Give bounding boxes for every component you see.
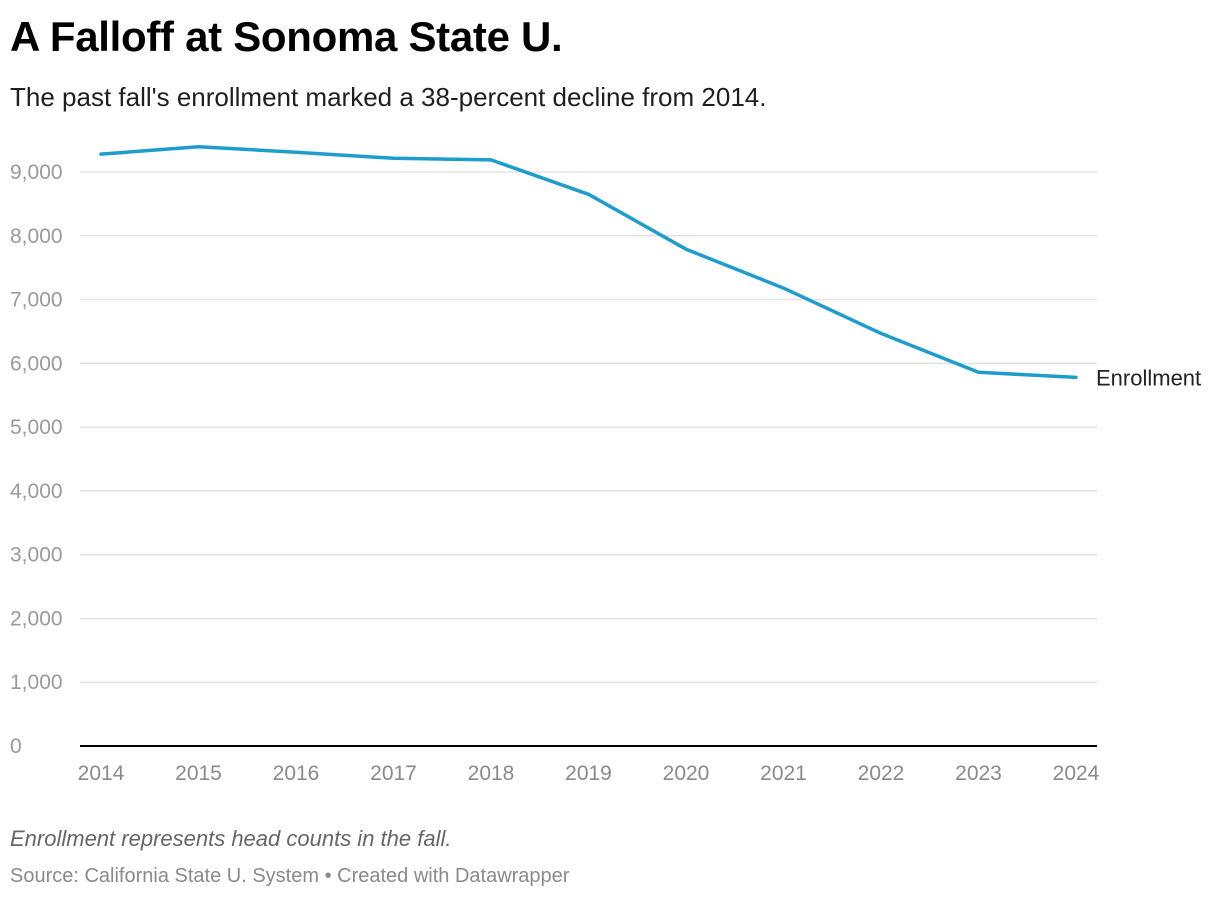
data-point-2015 (197, 145, 201, 149)
chart-subtitle: The past fall's enrollment marked a 38-p… (10, 82, 767, 112)
y-tick-label: 3,000 (10, 544, 63, 567)
data-point-2016 (294, 150, 298, 154)
data-point-2014 (99, 152, 103, 156)
data-point-2021 (782, 286, 786, 290)
series-enrollment: Enrollment (99, 145, 1201, 390)
x-tick-label: 2017 (370, 762, 417, 785)
data-point-2019 (587, 192, 591, 196)
y-tick-label: 8,000 (10, 225, 63, 248)
x-tick-label: 2014 (78, 762, 125, 785)
data-point-2020 (684, 247, 688, 251)
y-tick-label: 7,000 (10, 289, 63, 312)
data-point-2017 (392, 156, 396, 160)
x-tick-label: 2015 (175, 762, 222, 785)
y-tick-label: 0 (10, 735, 22, 758)
x-tick-label: 2018 (468, 762, 515, 785)
chart-title: A Falloff at Sonoma State U. (10, 13, 563, 60)
y-tick-label: 9,000 (10, 161, 63, 184)
x-axis-ticks: 2014 2015 2016 2017 2018 2019 2020 2021 2022 2023… (78, 762, 1100, 785)
series-label-enrollment: Enrollment (1096, 365, 1201, 390)
x-tick-label: 2023 (955, 762, 1002, 785)
data-point-2023 (977, 370, 981, 374)
x-tick-label: 2020 (663, 762, 710, 785)
x-tick-label: 2016 (273, 762, 320, 785)
x-tick-label: 2024 (1053, 762, 1100, 785)
chart-source-credit: Source: California State U. System • Cre… (10, 865, 570, 887)
y-tick-label: 6,000 (10, 352, 63, 375)
x-tick-label: 2021 (760, 762, 807, 785)
y-tick-label: 4,000 (10, 480, 63, 503)
y-tick-label: 2,000 (10, 607, 63, 630)
x-tick-label: 2022 (858, 762, 905, 785)
data-point-2018 (489, 158, 493, 162)
gridlines (80, 171, 1097, 747)
series-line-enrollment (99, 145, 1078, 380)
y-tick-label: 5,000 (10, 416, 63, 439)
data-point-2022 (879, 331, 883, 335)
x-tick-label: 2019 (565, 762, 612, 785)
chart-note: Enrollment represents head counts in the… (10, 826, 452, 851)
y-axis-ticks: 0 1,000 2,000 3,000 4,000 5,000 6,000 7,000 8,00… (10, 161, 63, 758)
data-point-2024 (1074, 375, 1078, 379)
y-tick-label: 1,000 (10, 671, 63, 694)
